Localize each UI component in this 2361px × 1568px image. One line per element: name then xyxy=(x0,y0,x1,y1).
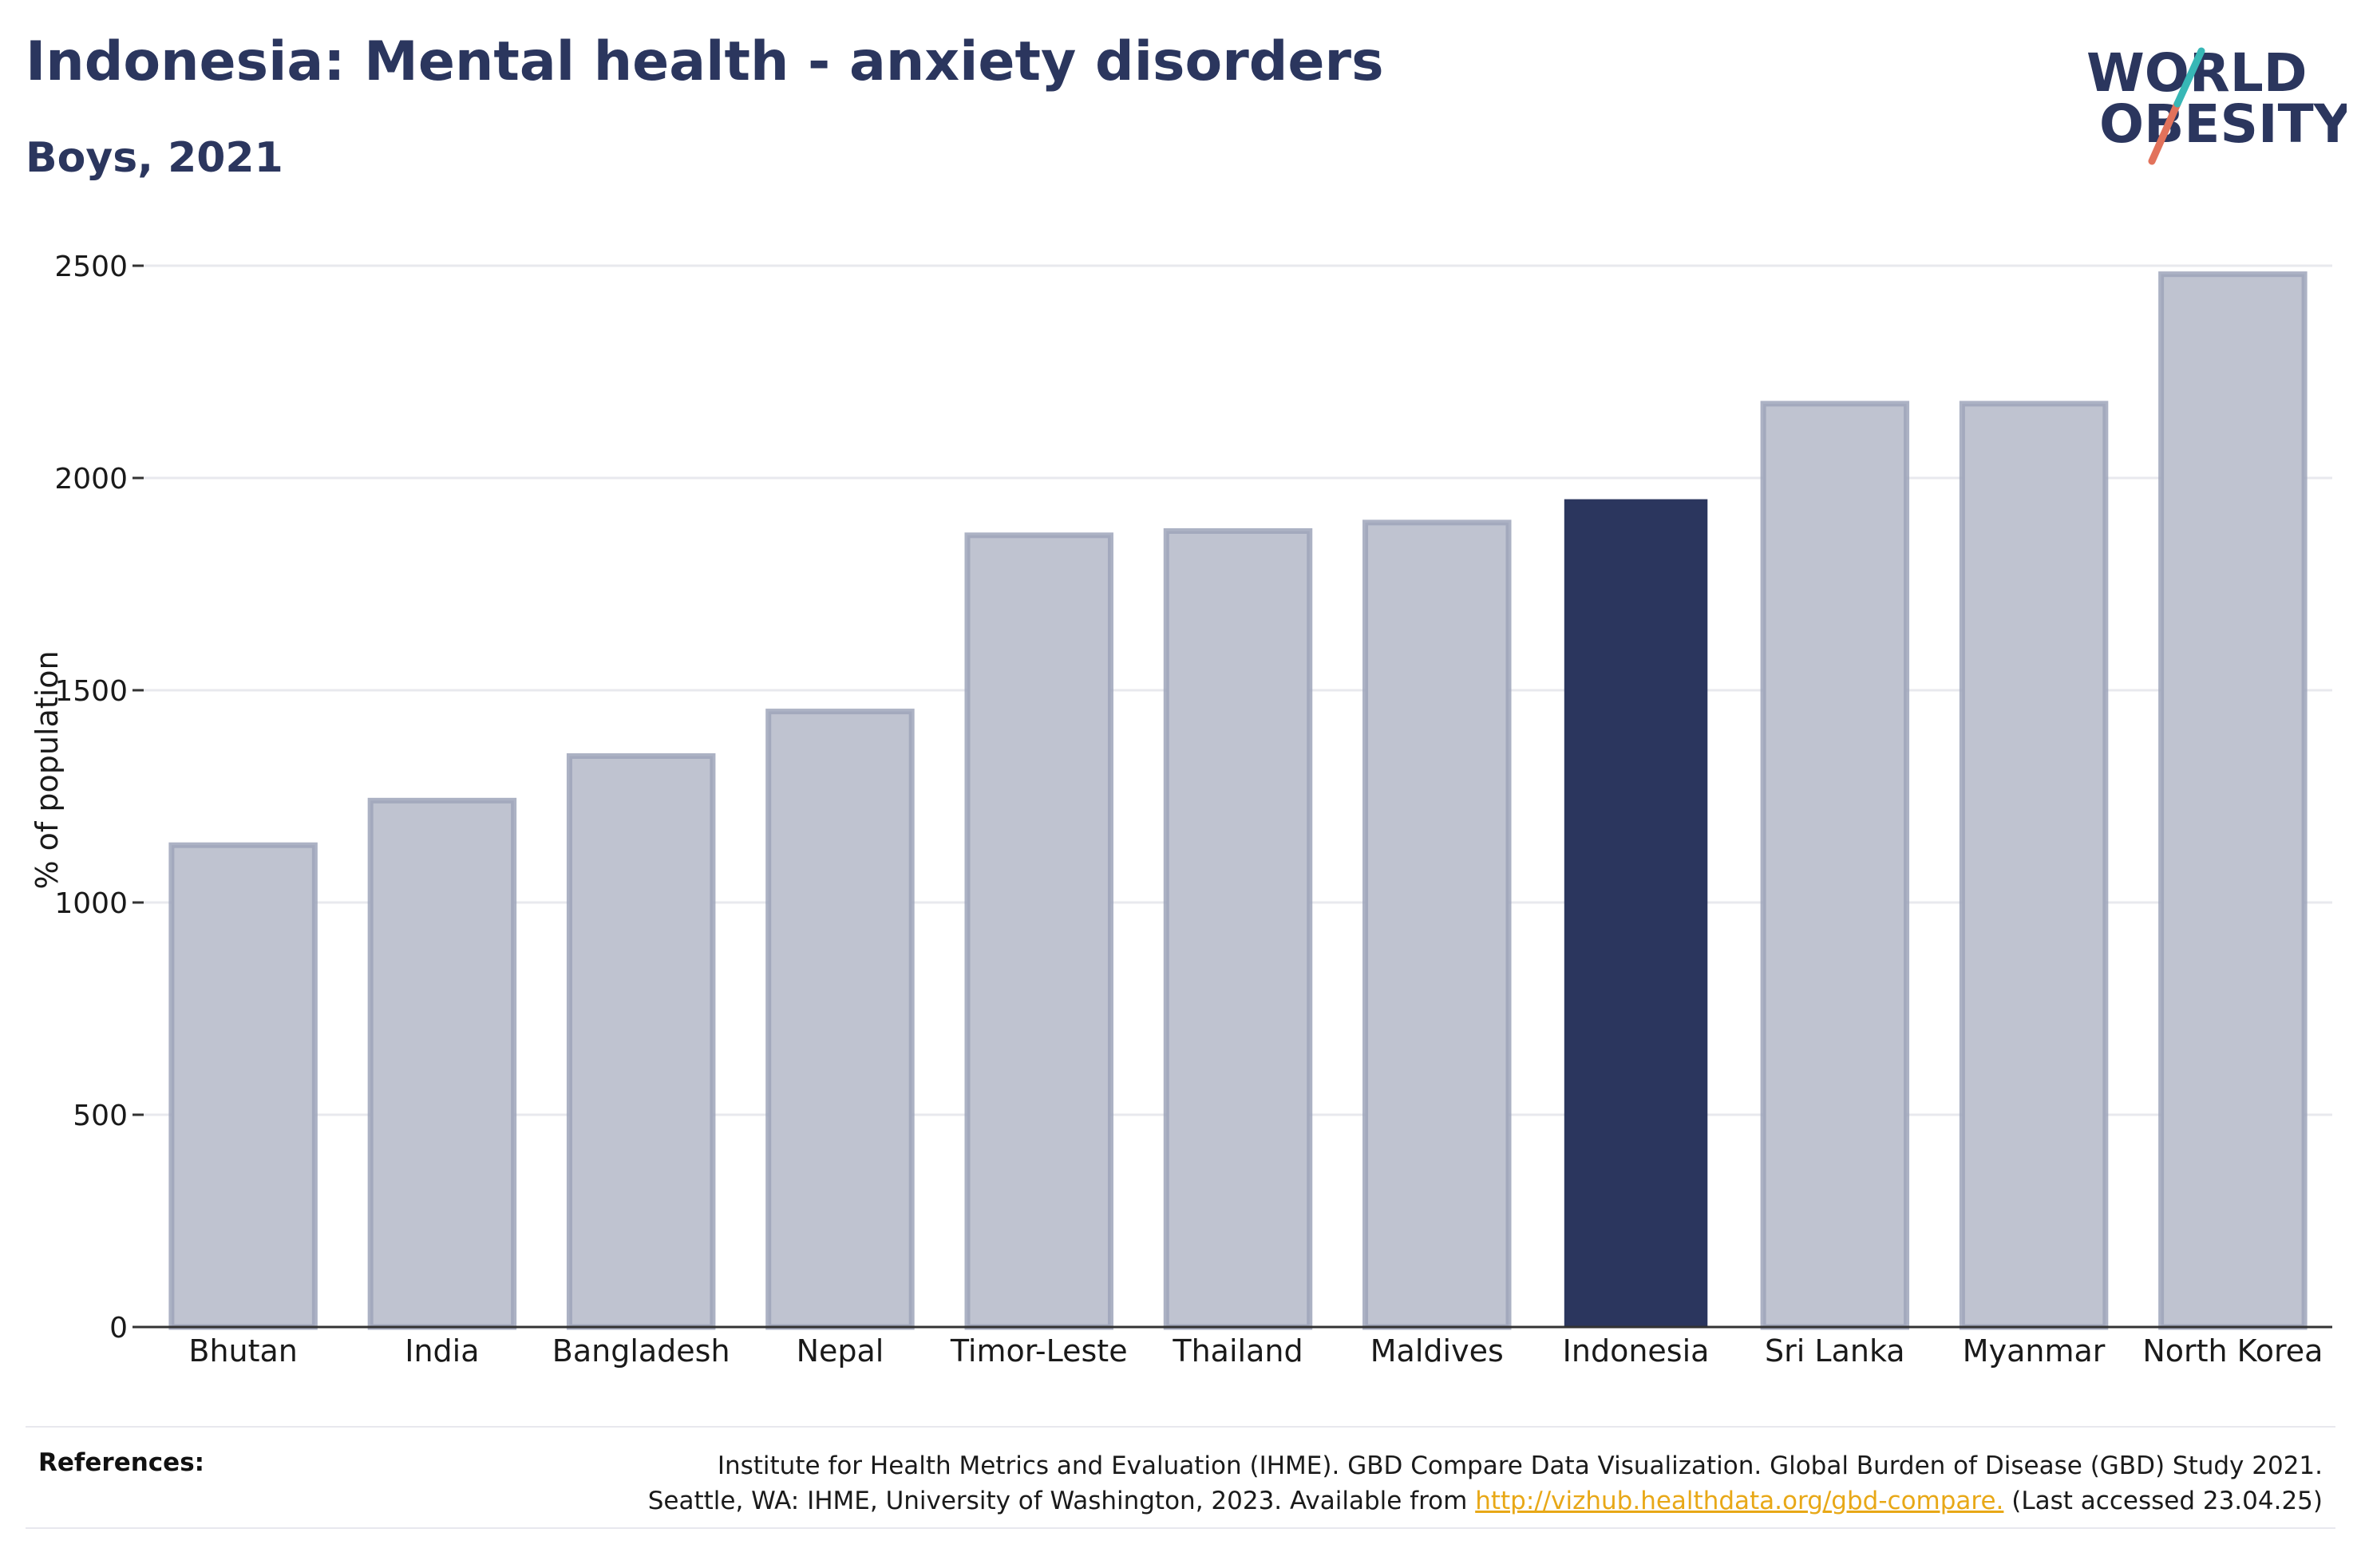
logo-slash-teal xyxy=(2173,47,2205,108)
bar-chart: 0 500 1000 1500 2000 2500 Bhutan India Banglade… xyxy=(30,251,2332,1369)
y-tick-label: 1500 xyxy=(54,675,128,708)
bar-sri-lanka xyxy=(1760,401,1910,1330)
bar-maldives xyxy=(1362,519,1512,1330)
bar-nepal xyxy=(765,709,915,1330)
x-tick-label: Indonesia xyxy=(1563,1333,1710,1369)
x-tick-label: Bhutan xyxy=(188,1333,298,1369)
reference-line2-suffix: (Last accessed 23.04.25) xyxy=(2003,1487,2323,1515)
x-tick-label: India xyxy=(405,1333,479,1369)
x-tick-label: Nepal xyxy=(797,1333,884,1369)
x-tick-label: Bangladesh xyxy=(552,1333,730,1369)
logo-slash-coral xyxy=(2148,100,2181,165)
bar-india xyxy=(367,797,517,1330)
bar-timor-leste xyxy=(964,532,1113,1330)
bar-indonesia xyxy=(1564,499,1708,1327)
x-tick-label: Timor-Leste xyxy=(950,1333,1128,1369)
references-label: References: xyxy=(38,1448,205,1477)
x-tick-label: North Korea xyxy=(2142,1333,2323,1369)
x-tick-label: Maldives xyxy=(1370,1333,1504,1369)
y-axis-ticks: 0 500 1000 1500 2000 2500 xyxy=(54,251,144,1345)
bar-thailand xyxy=(1163,528,1313,1330)
bar-myanmar xyxy=(1959,401,2109,1330)
y-tick-label: 2500 xyxy=(54,251,128,283)
bar-north-korea xyxy=(2158,271,2308,1330)
bars xyxy=(168,271,2308,1330)
logo-line2: OBESITY xyxy=(2099,93,2347,155)
reference-line1: Institute for Health Metrics and Evaluat… xyxy=(717,1451,2323,1480)
bar-bangladesh xyxy=(566,752,716,1330)
y-tick-label: 2000 xyxy=(54,463,128,496)
references-text: Institute for Health Metrics and Evaluat… xyxy=(567,1448,2323,1519)
chart-subtitle: Boys, 2021 xyxy=(26,134,283,182)
chart-title: Indonesia: Mental health - anxiety disor… xyxy=(26,30,1384,93)
x-tick-label: Sri Lanka xyxy=(1765,1333,1905,1369)
y-axis-label: % of population xyxy=(30,650,65,889)
reference-line2-prefix: Seattle, WA: IHME, University of Washing… xyxy=(647,1487,1476,1515)
bar-bhutan xyxy=(168,842,318,1330)
references-box: References: Institute for Health Metrics… xyxy=(26,1426,2335,1529)
x-tick-label: Myanmar xyxy=(1963,1333,2106,1369)
x-tick-label: Thailand xyxy=(1172,1333,1303,1369)
reference-link[interactable]: http://vizhub.healthdata.org/gbd-compare… xyxy=(1475,1487,2004,1515)
x-axis-labels: Bhutan India Bangladesh Nepal Timor-Leste Tha… xyxy=(188,1333,2323,1369)
y-tick-label: 0 xyxy=(109,1312,128,1345)
y-tick-label: 1000 xyxy=(54,887,128,920)
world-obesity-logo: WORLD OBESITY xyxy=(2086,42,2347,165)
y-tick-label: 500 xyxy=(73,1100,128,1132)
